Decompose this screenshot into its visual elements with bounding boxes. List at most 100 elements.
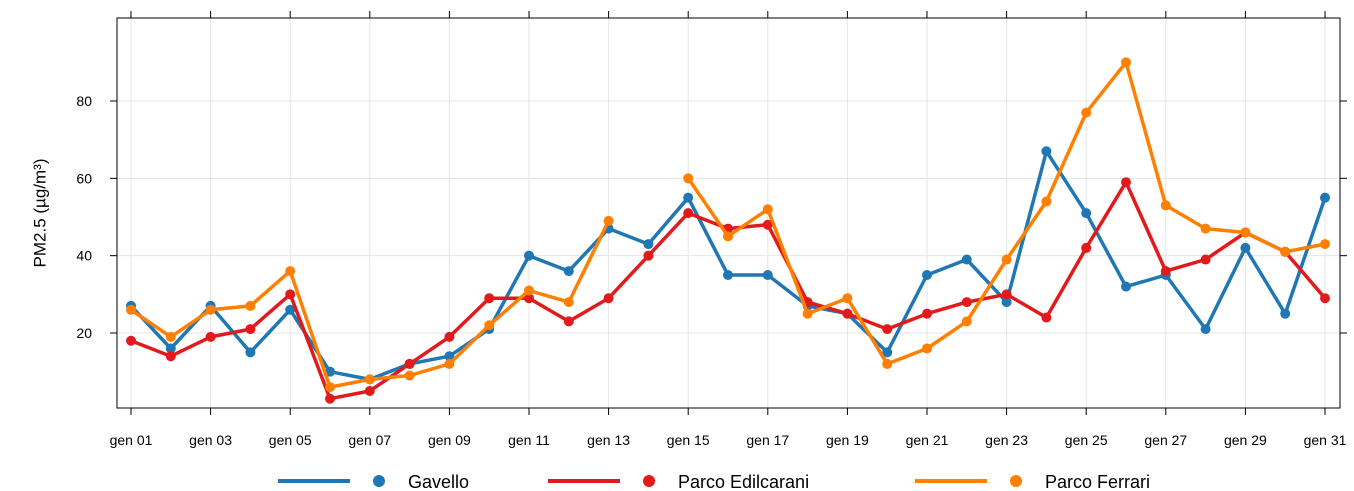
data-point <box>842 308 853 319</box>
data-point <box>325 393 335 404</box>
data-point <box>165 343 176 354</box>
data-point <box>484 293 495 304</box>
x-tick-label: gen 27 <box>1144 432 1187 448</box>
data-point <box>1001 254 1012 265</box>
data-point <box>364 374 375 385</box>
data-point <box>1041 196 1052 207</box>
grid-lines <box>117 18 1340 408</box>
data-point <box>1240 227 1251 238</box>
legend-swatch-point <box>373 475 385 487</box>
data-point <box>404 358 415 369</box>
data-point <box>563 297 574 308</box>
data-point <box>205 331 216 342</box>
data-point <box>524 250 534 261</box>
data-point <box>325 382 335 393</box>
legend-label: Parco Ferrari <box>1045 472 1150 491</box>
data-point <box>723 270 733 281</box>
x-tick-label: gen 05 <box>269 432 312 448</box>
data-point <box>1200 324 1211 335</box>
data-point <box>444 331 455 342</box>
data-point <box>325 366 335 377</box>
data-point <box>922 308 932 319</box>
data-point <box>1320 192 1330 203</box>
x-tick-label: gen 25 <box>1065 432 1108 448</box>
x-tick-label: gen 15 <box>667 432 710 448</box>
legend-item: Parco Ferrari <box>915 472 1150 491</box>
x-tick-label: gen 11 <box>508 432 550 448</box>
data-point <box>1081 242 1092 253</box>
x-tick-label: gen 07 <box>348 432 391 448</box>
data-point <box>1121 57 1131 68</box>
data-point <box>603 215 614 226</box>
data-point <box>922 343 932 354</box>
data-point <box>1240 242 1251 253</box>
x-tick-label: gen 29 <box>1224 432 1267 448</box>
y-axis-label: PM2.5 (µg/m³) <box>30 159 49 268</box>
data-point <box>563 266 574 277</box>
series-parco-edilcarani <box>126 177 1330 404</box>
data-point <box>563 316 574 327</box>
data-point <box>961 254 972 265</box>
data-point <box>1041 312 1052 323</box>
data-point <box>285 304 296 315</box>
data-point <box>961 316 972 327</box>
data-point <box>126 304 136 315</box>
x-tick-label: gen 21 <box>906 432 949 448</box>
data-point <box>165 351 176 362</box>
data-point <box>603 293 614 304</box>
y-tick-label: 40 <box>76 248 92 264</box>
data-point <box>882 358 893 369</box>
data-point <box>1001 289 1012 300</box>
data-point <box>444 358 455 369</box>
data-point <box>1280 246 1291 257</box>
legend-item: Parco Edilcarani <box>548 472 809 491</box>
data-point <box>285 289 296 300</box>
x-tick-label: gen 31 <box>1304 432 1347 448</box>
data-point <box>802 308 813 319</box>
data-point <box>245 300 256 311</box>
data-point <box>842 293 853 304</box>
x-tick-label: gen 09 <box>428 432 471 448</box>
data-point <box>1160 200 1171 211</box>
x-tick-label: gen 17 <box>746 432 789 448</box>
data-point <box>524 285 534 296</box>
data-point <box>683 173 694 184</box>
series-gavello <box>126 146 1330 385</box>
data-point <box>683 192 694 203</box>
data-point <box>126 335 136 346</box>
data-point <box>245 347 256 358</box>
data-point <box>1320 293 1330 304</box>
legend-swatch-point <box>643 475 655 487</box>
series-group <box>126 57 1330 404</box>
data-point <box>524 293 534 304</box>
data-point <box>1160 266 1171 277</box>
data-point <box>1001 297 1012 308</box>
data-point <box>1280 308 1291 319</box>
plot-frame <box>116 17 1341 409</box>
y-tick-label: 60 <box>76 170 92 186</box>
data-point <box>364 385 375 396</box>
data-point <box>1121 177 1131 188</box>
data-point <box>882 347 893 358</box>
data-point <box>643 239 654 250</box>
data-point <box>1081 208 1092 219</box>
y-tick-label: 20 <box>76 325 92 341</box>
x-tick-label: gen 03 <box>189 432 232 448</box>
series-line <box>129 180 1327 401</box>
data-point <box>484 320 495 331</box>
data-point <box>1200 254 1211 265</box>
data-point <box>762 270 773 281</box>
series-parco-ferrari <box>126 57 1330 393</box>
axes: gen 01 gen 03 gen 05 gen 07 gen 09 gen 11 gen … <box>76 11 1347 448</box>
x-tick-label: gen 19 <box>826 432 869 448</box>
data-point <box>922 270 932 281</box>
data-point <box>444 351 455 362</box>
data-point <box>1200 223 1211 234</box>
data-point <box>762 219 773 230</box>
legend-swatch-point <box>1010 475 1022 487</box>
data-point <box>245 324 256 335</box>
data-point <box>643 250 654 261</box>
data-point <box>961 297 972 308</box>
data-point <box>205 304 216 315</box>
